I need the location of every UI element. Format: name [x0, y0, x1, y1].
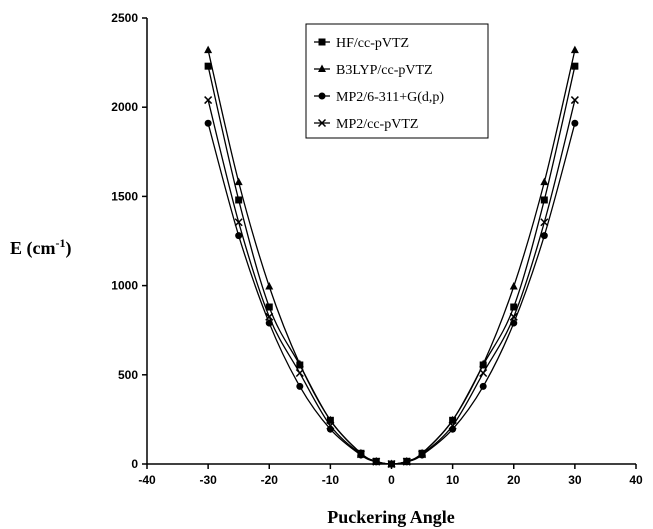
x-tick-label: -10	[322, 473, 340, 487]
data-point-circle	[480, 383, 487, 390]
data-point-cross	[480, 370, 487, 377]
y-axis-title-main: E (cm	[10, 238, 55, 259]
series-line-cross	[208, 100, 575, 464]
data-point-circle	[296, 383, 303, 390]
x-tick-label: 0	[388, 473, 395, 487]
legend-marker-square	[319, 39, 326, 46]
x-axis-title: Puckering Angle	[327, 507, 455, 527]
x-tick-label: 40	[629, 473, 643, 487]
data-point-circle	[205, 120, 212, 127]
y-tick-label: 0	[131, 457, 138, 471]
data-point-cross	[541, 219, 548, 226]
legend-label: MP2/cc-pVTZ	[336, 117, 418, 132]
data-point-triangle	[235, 178, 243, 186]
data-point-square	[235, 196, 242, 203]
data-point-triangle	[265, 282, 273, 290]
data-point-cross	[296, 370, 303, 377]
data-point-square	[541, 196, 548, 203]
data-point-triangle	[204, 46, 212, 54]
series-line-circle	[208, 123, 575, 464]
legend-label: B3LYP/cc-pVTZ	[336, 63, 433, 78]
y-tick-label: 2000	[111, 100, 138, 114]
data-point-cross	[235, 219, 242, 226]
y-tick-label: 500	[118, 368, 138, 382]
legend-label: MP2/6-311+G(d,p)	[336, 90, 444, 105]
y-tick-label: 2500	[111, 11, 138, 25]
x-tick-label: 10	[446, 473, 460, 487]
legend-label: HF/cc-pVTZ	[336, 36, 409, 51]
y-axis-title-suffix: )	[65, 238, 71, 259]
data-point-circle	[571, 120, 578, 127]
data-point-triangle	[571, 46, 579, 54]
legend: HF/cc-pVTZ B3LYP/cc-pVTZ MP2/6-311+G(d,p) M…	[306, 24, 488, 138]
data-point-triangle	[510, 282, 518, 290]
x-tick-label: -20	[261, 473, 279, 487]
y-tick-label: 1000	[111, 279, 138, 293]
x-tick-label: 20	[507, 473, 521, 487]
x-tick-label: -30	[199, 473, 217, 487]
y-tick-label: 1500	[111, 189, 138, 203]
x-tick-label: -40	[138, 473, 156, 487]
data-point-triangle	[540, 178, 548, 186]
x-tick-label: 30	[568, 473, 582, 487]
legend-marker-circle	[319, 93, 326, 100]
y-axis-title: E (cm-1)	[10, 236, 71, 259]
y-axis-title-sup: -1	[55, 236, 65, 250]
